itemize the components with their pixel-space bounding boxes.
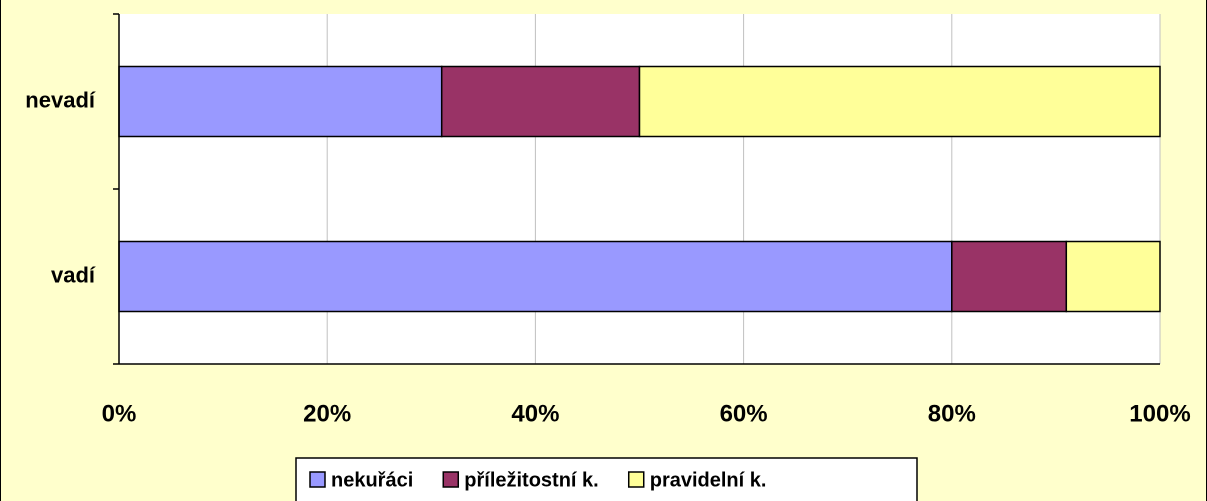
- bar-segment: [118, 240, 953, 313]
- x-tick-label: 80%: [928, 400, 976, 427]
- y-tick-label: vadí: [51, 262, 96, 287]
- x-tick-label: 100%: [1129, 400, 1190, 427]
- legend-label: příležitostní k.: [464, 469, 598, 491]
- x-tick-label: 60%: [720, 400, 768, 427]
- legend-swatch: [627, 471, 645, 488]
- x-tick-label: 40%: [511, 400, 559, 427]
- x-tick-label: 20%: [303, 400, 351, 427]
- x-tick-label: 0%: [102, 400, 137, 427]
- legend-label: pravidelní k.: [650, 469, 767, 491]
- bar-segment: [1065, 240, 1161, 313]
- legend-swatch: [442, 471, 460, 488]
- y-tick-label: nevadí: [25, 87, 96, 112]
- legend-label: nekuřáci: [331, 469, 413, 491]
- legend-swatch: [309, 471, 326, 488]
- bar-segment: [440, 65, 641, 138]
- bar-segment: [951, 240, 1068, 313]
- bar-segment: [638, 65, 1161, 138]
- legend: [295, 457, 918, 501]
- bar-segment: [118, 65, 443, 138]
